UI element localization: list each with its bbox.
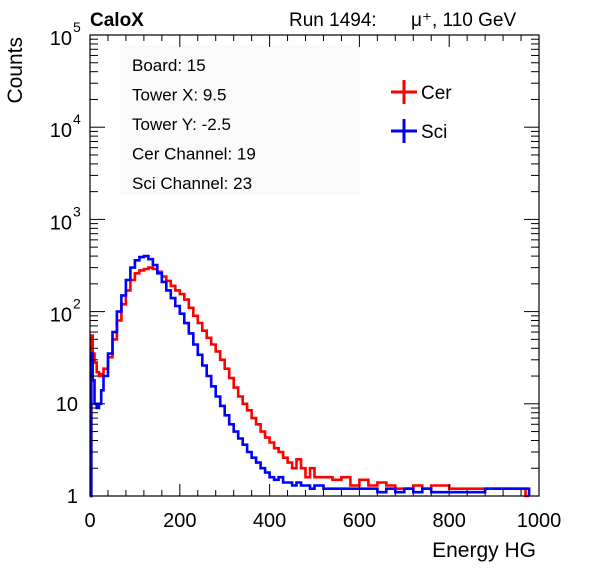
- y-tick-label: 10: [56, 394, 78, 416]
- particle-label: μ⁺, 110 GeV: [411, 10, 516, 31]
- y-tick-label: 10: [50, 28, 72, 50]
- x-tick-label: 400: [253, 510, 286, 532]
- legend-label: Sci: [421, 122, 447, 143]
- experiment-label: CaloX: [90, 10, 144, 31]
- info-line: Sci Channel: 23: [132, 174, 252, 193]
- y-tick-exponent: 2: [73, 296, 81, 312]
- y-tick-exponent: 5: [73, 19, 81, 35]
- series-layer: [90, 254, 531, 498]
- x-axis-title: Energy HG: [432, 539, 536, 562]
- x-tick-label: 0: [84, 510, 95, 532]
- x-tick-label: 1000: [517, 510, 562, 532]
- legend: Cer Sci: [391, 80, 452, 143]
- x-tick-label: 800: [433, 510, 466, 532]
- run-label: Run 1494:: [289, 10, 377, 31]
- x-tick-label: 200: [163, 510, 196, 532]
- info-line: Cer Channel: 19: [132, 145, 256, 164]
- series-sci-line: [90, 254, 531, 498]
- series-cer-line: [90, 266, 530, 498]
- y-tick-label: 10: [50, 120, 72, 142]
- info-line: Tower Y: -2.5: [132, 115, 231, 134]
- legend-label: Cer: [421, 83, 452, 104]
- info-line: Board: 15: [132, 56, 206, 75]
- info-box-lines: Board: 15 Tower X: 9.5 Tower Y: -2.5 Cer Ch…: [132, 56, 256, 193]
- y-tick-label: 10: [50, 305, 72, 327]
- y-tick-label: 10: [50, 212, 72, 234]
- info-line: Tower X: 9.5: [132, 86, 227, 105]
- y-tick-exponent: 4: [73, 111, 81, 127]
- y-tick-label: 1: [67, 486, 78, 508]
- y-axis-title: Counts: [4, 37, 27, 104]
- x-tick-label: 600: [343, 510, 376, 532]
- info-box: [120, 45, 360, 195]
- plot-frame: [89, 34, 540, 497]
- y-tick-exponent: 3: [73, 203, 81, 219]
